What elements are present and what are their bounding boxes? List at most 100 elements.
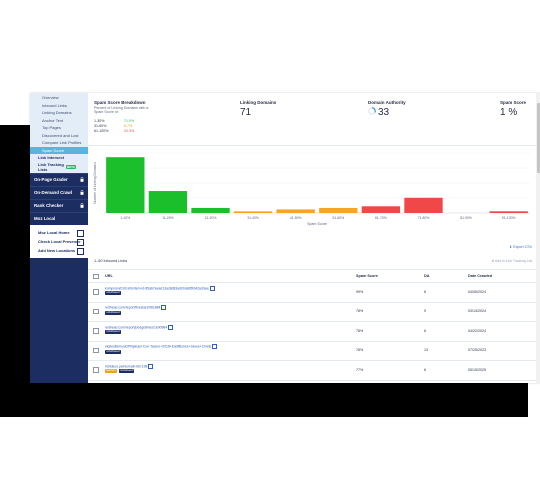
export-csv-link[interactable]: ⬇ Export CSV: [509, 245, 532, 249]
row-date-crawled: 07/25/2023: [468, 348, 486, 352]
header-url[interactable]: URL: [105, 274, 113, 278]
chart-bar[interactable]: [191, 207, 230, 213]
sidebar-item-spam-score[interactable]: Spam Score: [30, 146, 88, 154]
row-url-link[interactable]: kompronat100.info/item-id-85a67eead13ac8…: [105, 285, 216, 291]
external-link-icon: [168, 324, 174, 330]
row-checkbox[interactable]: [93, 347, 99, 353]
external-link-icon: [212, 344, 218, 349]
lock-icon: [80, 189, 84, 195]
nav-on-page-grader[interactable]: On-Page Grader: [30, 172, 88, 186]
chart-bar[interactable]: [106, 157, 145, 213]
breakdown-range: 1-30%: [94, 119, 105, 123]
link-explorer-subnav: Overview Inbound Links Linking Domains A…: [30, 93, 88, 173]
url-text: kompronat100.info/item-id-85a67eead13ac8…: [105, 285, 210, 290]
row-checkbox[interactable]: [93, 367, 99, 373]
sidebar-item-check-local-presence[interactable]: Check Local Presence: [30, 237, 88, 246]
external-link-icon: [77, 229, 84, 237]
url-text: redhead.com/report/fivestars/961884: [105, 305, 161, 310]
select-all-checkbox[interactable]: [93, 273, 99, 279]
row-checkbox[interactable]: [93, 289, 99, 295]
inbound-links-count: 1–50 Inbound Links: [94, 259, 128, 263]
scrollbar[interactable]: [536, 93, 540, 383]
sidebar-item-top-pages[interactable]: Top Pages: [42, 125, 61, 130]
nav-label: On-Page Grader: [34, 176, 68, 182]
y-axis-label: Number of Linking Domains: [93, 162, 97, 204]
link-tags: nofollowed: [105, 290, 121, 296]
sidebar-item-link-intersect[interactable]: Link Intersect: [38, 155, 65, 160]
link-tracking-label: Link Tracking Lists: [38, 162, 64, 172]
header-spam-score[interactable]: Spam Score: [356, 274, 378, 278]
sidebar: Overview Inbound Links Linking Domains A…: [30, 93, 88, 383]
sidebar-item-add-new-locations[interactable]: Add New Locations: [30, 246, 88, 255]
row-spam-score: 77%: [356, 367, 364, 372]
scrollbar-thumb[interactable]: [536, 103, 540, 173]
sidebar-item-linking-domains[interactable]: Linking Domains: [42, 110, 72, 115]
sidebar-item-moz-local-home[interactable]: Moz Local Home: [30, 228, 88, 237]
chart-bar[interactable]: [148, 191, 188, 213]
row-checkbox[interactable]: [93, 328, 99, 334]
chart-bar[interactable]: [361, 206, 401, 213]
external-link-icon: [77, 247, 84, 255]
row-da: 6: [424, 328, 426, 333]
breakdown-range: 61-100%: [94, 129, 109, 133]
breakdown-range: 31-60%: [94, 124, 107, 128]
add-tracking-label: Add to Link Tracking List: [495, 259, 532, 263]
chart-bar[interactable]: [233, 211, 273, 213]
nav-moz-local[interactable]: Moz Local: [30, 211, 88, 225]
link-tag-badge: nofollowed: [105, 290, 121, 296]
x-tick-label: 91-100%: [502, 216, 516, 220]
chart-bar[interactable]: [404, 197, 443, 213]
add-to-tracking-list-button[interactable]: ⊕ Add to Link Tracking List: [491, 259, 532, 263]
lock-icon: [80, 176, 84, 182]
chart-bar[interactable]: [276, 209, 315, 213]
spam-breakdown-title: Spam Score Breakdown: [94, 100, 146, 105]
row-da: 13: [424, 348, 428, 352]
sidebar-item-anchor-text[interactable]: Anchor Text: [42, 117, 64, 123]
chart-bar[interactable]: [489, 211, 528, 213]
x-tick-label: 21-30%: [205, 216, 217, 220]
table-row: redhead.com/report/pedgetimes/1e90984 nof…: [88, 321, 536, 342]
local-item-label: Moz Local Home: [38, 229, 70, 235]
domain-authority-ring-icon: [368, 107, 376, 115]
x-tick-label: 71-80%: [418, 216, 430, 220]
sidebar-item-link-tracking[interactable]: Link Tracking Lists BETA: [30, 162, 88, 173]
header-date-crawled[interactable]: Date Crawled: [468, 274, 493, 278]
external-link-icon: [77, 238, 84, 246]
url-text: skatesitemusic/Pilipinas+Con-Tacere+2018…: [105, 344, 212, 349]
sidebar-item-discovered-lost[interactable]: Discovered and Lost: [42, 132, 79, 138]
row-url-link[interactable]: skatesitemusic/Pilipinas+Con-Tacere+2018…: [105, 344, 218, 349]
sidebar-item-overview[interactable]: Overview: [42, 95, 59, 100]
app-window: Overview Inbound Links Linking Domains A…: [30, 93, 540, 383]
row-spam-score: 99%: [356, 289, 364, 294]
row-spam-score: 78%: [356, 328, 364, 333]
header-da[interactable]: DA: [424, 274, 430, 278]
row-date-crawled: 05/15/2025: [468, 367, 486, 372]
link-tag-badge: nofollowed: [105, 348, 121, 354]
row-da: 6: [424, 289, 426, 294]
row-date-crawled: 04/22/2024: [468, 328, 486, 333]
metrics-panel: Spam Score Breakdown Percent of Linking …: [88, 93, 540, 146]
local-item-label: Check Local Presence: [38, 238, 81, 244]
table-row: redhead.com/report/fivestars/961884 nofol…: [88, 302, 536, 322]
domain-authority-label: Domain Authority: [368, 100, 406, 105]
lock-icon: [80, 202, 84, 208]
nav-rank-checker[interactable]: Rank Checker: [30, 198, 88, 212]
x-tick-label: 11-20%: [162, 216, 173, 220]
moz-local-subnav: Moz Local Home Check Local Presence Add …: [30, 224, 88, 258]
row-da: 6: [424, 367, 426, 372]
table-row: kompronat100.info/item-id-85a67eead13ac8…: [88, 282, 536, 303]
row-url-link[interactable]: hdrideos.pw/domain-list-198: [105, 363, 154, 369]
row-checkbox[interactable]: [93, 308, 99, 314]
link-tag-badge: redirect: [105, 368, 117, 374]
chart-bar[interactable]: [319, 207, 358, 213]
spam-score-label: Spam Score: [500, 100, 527, 105]
link-tags: redirect nofollowed: [105, 368, 135, 374]
external-link-icon: [161, 305, 167, 310]
beta-badge: BETA: [66, 165, 76, 169]
sidebar-item-compare-link-profiles[interactable]: Compare Link Profiles: [42, 140, 82, 145]
sidebar-item-inbound-links[interactable]: Inbound Links: [42, 102, 67, 108]
table-row: hdrideos.pw/domain-list-198 redirect nofol…: [88, 360, 536, 381]
row-url-link[interactable]: redhead.com/report/fivestars/961884: [105, 305, 167, 310]
row-url-link[interactable]: redhead.com/report/pedgetimes/1e90984: [105, 324, 174, 330]
nav-on-demand-crawl[interactable]: On-Demand Crawl: [30, 185, 88, 199]
